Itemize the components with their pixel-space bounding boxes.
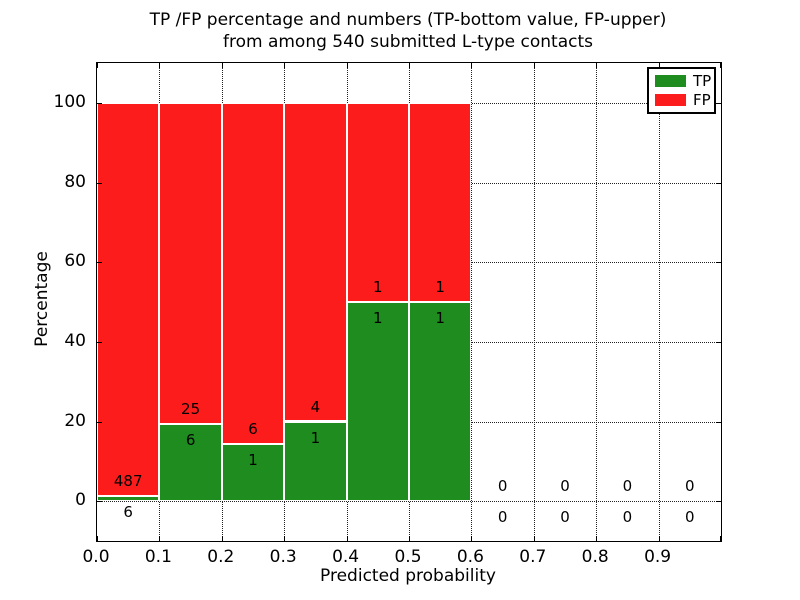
tp-bar-segment <box>97 496 160 502</box>
x-tick-mark <box>284 536 286 541</box>
x-tick-label: 0.6 <box>456 547 484 567</box>
tp-count-label: 1 <box>310 428 321 447</box>
fp-legend-swatch <box>655 94 686 106</box>
fp-count-label: 0 <box>622 477 633 496</box>
fp-count-label: 1 <box>373 278 383 296</box>
y-tick-label: 80 <box>64 171 86 192</box>
fp-bar-segment <box>346 102 409 302</box>
x-tick-mark <box>533 536 535 541</box>
fp-legend-label: FP <box>693 90 711 109</box>
tp-count-label: 1 <box>435 309 445 327</box>
x-tick-mark-top <box>471 63 473 68</box>
tp-count-label: 0 <box>560 508 570 527</box>
y-tick-mark-right <box>716 501 721 503</box>
tp-legend-label: TP <box>693 71 712 90</box>
x-tick-mark-top <box>97 63 98 68</box>
x-tick-label: 0.5 <box>394 547 422 567</box>
v-gridline <box>596 63 598 541</box>
tp-count-label: 0 <box>622 508 633 527</box>
y-tick-mark <box>97 102 102 104</box>
y-tick-mark-right <box>716 421 721 423</box>
legend-entry-fp: FP <box>655 90 714 109</box>
chart-title: TP /FP percentage and numbers (TP-bottom… <box>96 9 720 53</box>
y-tick-mark <box>97 182 102 184</box>
y-tick-mark-right <box>716 182 721 184</box>
tp-count-label: 0 <box>497 508 508 527</box>
tp-bar-segment <box>346 302 409 502</box>
fp-bar-segment <box>409 102 472 302</box>
tp-bar-segment <box>221 444 285 502</box>
fp-count-label: 1 <box>435 278 445 296</box>
x-tick-mark-top <box>658 63 660 68</box>
v-gridline <box>471 63 473 541</box>
legend-entry-tp: TP <box>655 71 714 90</box>
fp-count-label: 0 <box>685 477 695 496</box>
legend: TP FP <box>647 67 716 114</box>
tp-count-label: 0 <box>685 508 695 527</box>
y-tick-mark <box>97 341 102 343</box>
y-tick-label: 60 <box>64 251 86 272</box>
tp-count-label: 6 <box>123 503 133 522</box>
fp-count-label: 6 <box>248 420 258 439</box>
x-tick-mark <box>346 536 348 541</box>
fp-count-label: 25 <box>181 399 201 418</box>
x-tick-mark-top <box>221 63 223 68</box>
fp-bar-segment <box>221 102 285 445</box>
fp-count-label: 4 <box>310 397 321 416</box>
tp-legend-swatch <box>655 75 686 87</box>
plot-area: TP FP 487 6 25 6 6 1 4 1 1 1 1 1 0 0 0 0 0 0 0 0 <box>96 62 722 542</box>
tp-count-label: 6 <box>185 430 196 449</box>
x-tick-mark-top <box>720 63 721 68</box>
tp-count-label: 1 <box>373 309 383 327</box>
x-axis-label: Predicted probability <box>320 566 496 586</box>
x-tick-label: 0.8 <box>581 547 609 567</box>
x-tick-mark-top <box>346 63 348 68</box>
fp-bar-segment <box>284 102 347 422</box>
x-tick-mark-top <box>409 63 410 68</box>
x-tick-mark <box>409 536 410 541</box>
chart-title-line2: from among 540 submitted L-type contacts <box>222 32 593 52</box>
x-tick-label: 0.7 <box>519 547 547 567</box>
tp-bar-segment <box>409 302 472 502</box>
x-tick-mark <box>658 536 660 541</box>
fp-count-label: 487 <box>113 472 143 491</box>
x-tick-label: 0.4 <box>332 547 360 567</box>
y-tick-mark <box>97 501 102 503</box>
y-tick-mark <box>97 262 102 264</box>
x-tick-label: 0.2 <box>207 547 235 567</box>
v-gridline <box>658 63 660 541</box>
y-tick-label: 0 <box>75 490 86 511</box>
x-tick-mark-top <box>533 63 535 68</box>
x-tick-mark <box>720 536 721 541</box>
fp-count-label: 0 <box>497 477 508 496</box>
chart-title-line1: TP /FP percentage and numbers (TP-bottom… <box>149 10 667 30</box>
tp-bar-segment <box>159 423 222 502</box>
y-tick-mark-right <box>716 262 721 264</box>
x-tick-mark <box>596 536 598 541</box>
x-tick-mark <box>471 536 473 541</box>
x-tick-mark-top <box>596 63 598 68</box>
fp-bar-segment <box>159 102 222 424</box>
x-tick-label: 0.1 <box>144 547 172 567</box>
x-tick-mark <box>97 536 98 541</box>
x-tick-mark <box>159 536 161 541</box>
x-tick-label: 0.9 <box>644 547 672 567</box>
x-tick-mark-top <box>284 63 286 68</box>
y-tick-mark-right <box>716 102 721 104</box>
x-tick-mark-top <box>159 63 161 68</box>
x-tick-mark <box>221 536 223 541</box>
fp-count-label: 0 <box>560 477 570 496</box>
x-tick-label: 0.0 <box>82 547 110 567</box>
y-tick-label: 100 <box>53 91 86 112</box>
x-tick-label: 0.3 <box>269 547 297 567</box>
y-tick-mark-right <box>716 341 721 343</box>
y-tick-label: 40 <box>64 330 86 351</box>
v-gridline <box>533 63 535 541</box>
y-tick-label: 20 <box>64 410 86 431</box>
y-tick-mark <box>97 421 102 423</box>
fp-bar-segment <box>97 102 160 497</box>
tp-count-label: 1 <box>248 451 258 470</box>
tp-bar-segment <box>284 421 347 502</box>
